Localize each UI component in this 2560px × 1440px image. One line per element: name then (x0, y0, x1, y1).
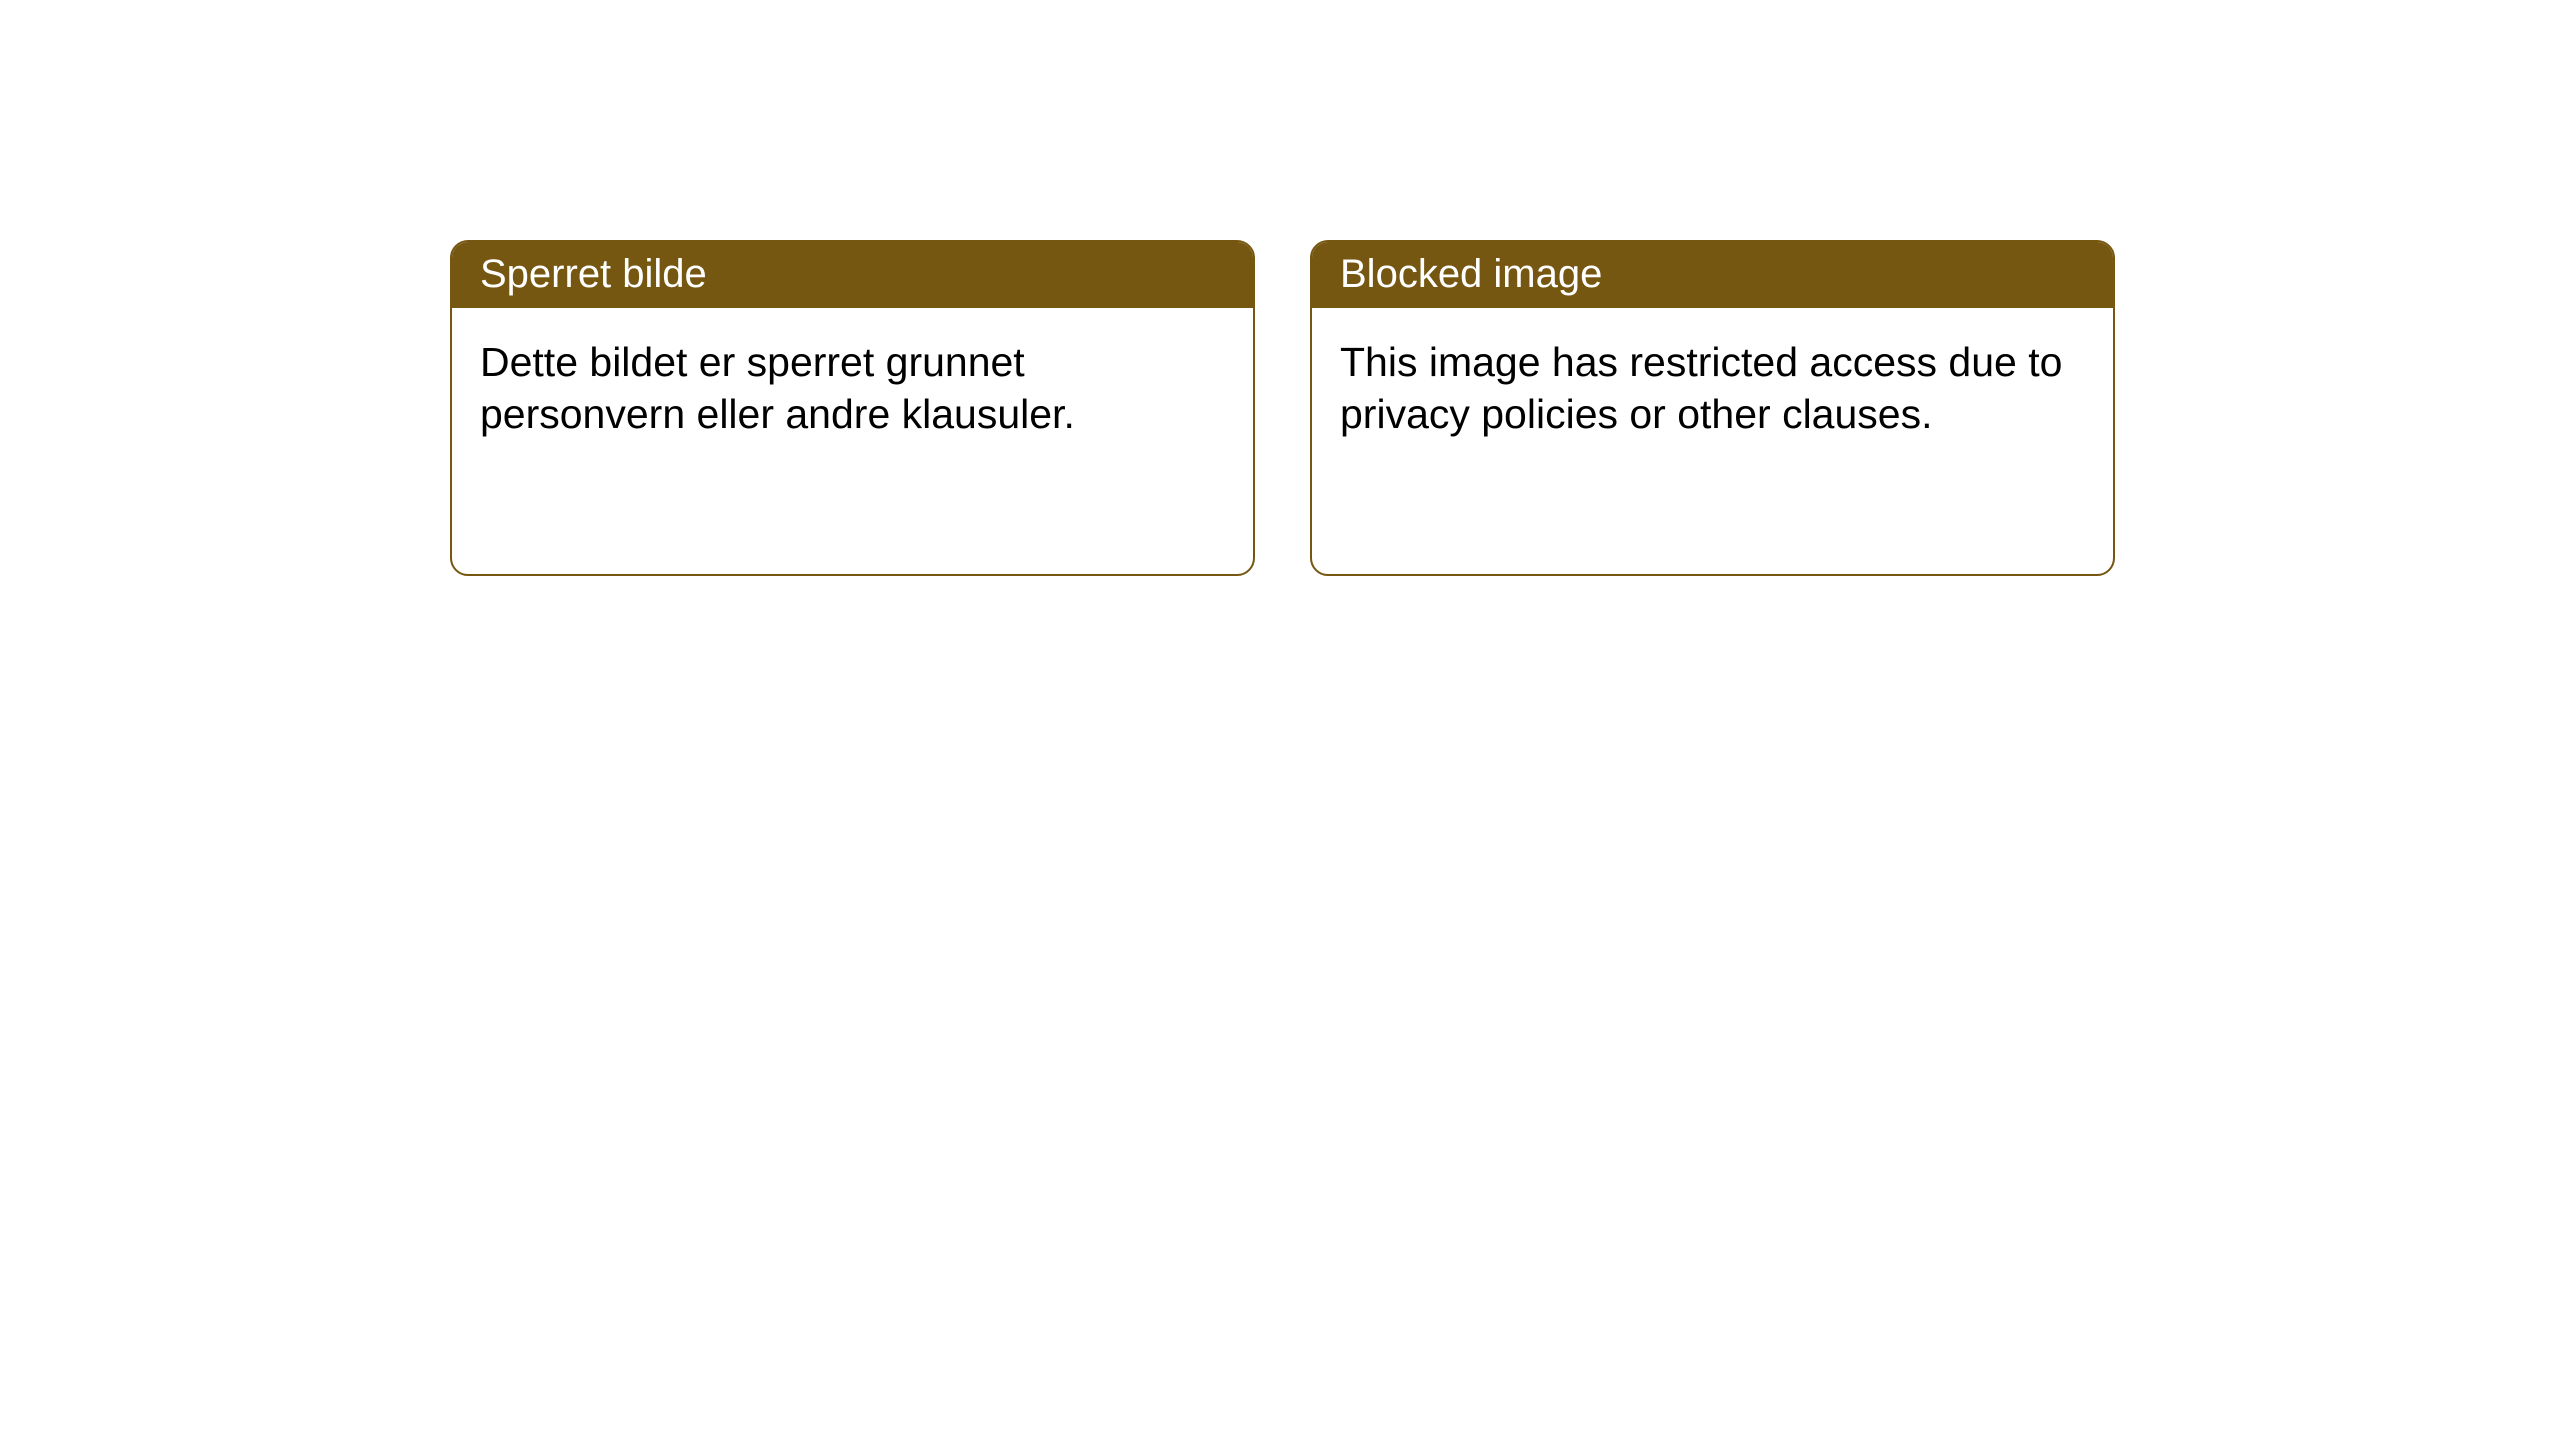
notice-card-norwegian: Sperret bilde Dette bildet er sperret gr… (450, 240, 1255, 576)
notice-card-english: Blocked image This image has restricted … (1310, 240, 2115, 576)
notice-card-body: Dette bildet er sperret grunnet personve… (452, 308, 1253, 461)
notice-card-title: Blocked image (1312, 242, 2113, 308)
notice-card-title: Sperret bilde (452, 242, 1253, 308)
notice-cards-container: Sperret bilde Dette bildet er sperret gr… (450, 240, 2560, 576)
notice-card-body: This image has restricted access due to … (1312, 308, 2113, 461)
